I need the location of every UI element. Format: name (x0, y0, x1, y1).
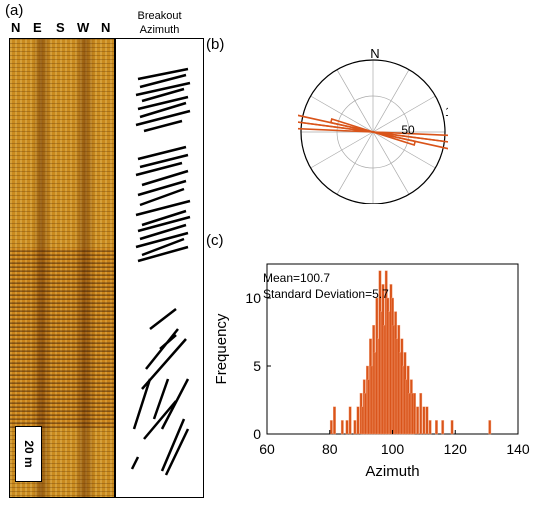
ring-label-100: 100 (445, 105, 448, 119)
scale-bar: 20 m (15, 426, 42, 482)
histogram-bar (422, 406, 426, 435)
panel-c-label: (c) (206, 232, 224, 249)
x-axis-label: Azimuth (365, 463, 419, 480)
histogram-bar (413, 392, 416, 435)
x-tick-label: 120 (444, 441, 468, 457)
breakout-mark (135, 145, 191, 227)
rose-ring (336, 95, 410, 169)
breakout-header-line1: Breakout (137, 10, 182, 22)
y-tick-label: 0 (253, 426, 261, 442)
borehole-image-log (9, 38, 115, 498)
histogram-bar (419, 392, 423, 435)
histogram-bars (329, 270, 492, 435)
x-tick-label: 60 (259, 441, 275, 457)
histogram-bar (488, 420, 492, 435)
breakout-mark (141, 308, 187, 390)
rose-petal (372, 131, 448, 150)
breakout-header-line2: Azimuth (139, 24, 180, 36)
x-tick-label: 140 (506, 441, 530, 457)
compass-n: N (370, 46, 379, 61)
y-tick-label: 10 (245, 290, 261, 306)
histogram-bar (428, 420, 432, 435)
histogram-bar (356, 406, 360, 435)
histogram-bar (435, 420, 438, 435)
ring-label-50: 50 (401, 123, 415, 137)
std-annotation: Standard Deviation=5.7 (263, 287, 389, 301)
histogram-bar (441, 420, 445, 435)
rose-petals (298, 114, 448, 150)
direction-label: W (77, 20, 90, 35)
scale-bar-label: 20 m (21, 440, 36, 468)
y-axis-label: Frequency (213, 313, 230, 384)
rose-outer-circle (300, 59, 446, 204)
histogram-bar (340, 420, 344, 435)
azimuth-histogram: 60 80 100 120 140 0 5 10 Azimuth Frequency Mean=1… (213, 263, 530, 480)
breakout-mark (135, 67, 191, 133)
breakout-mark (135, 215, 191, 263)
panel-a-label: (a) (5, 2, 24, 19)
histogram-bar (353, 420, 357, 435)
histogram-bar (345, 420, 349, 435)
y-tick-label: 5 (253, 358, 261, 374)
rose-diagram: N S W E 50 100 (298, 46, 448, 204)
breakout-mark (130, 418, 190, 476)
rose-petal (298, 114, 374, 133)
direction-label: N (101, 20, 111, 35)
mean-annotation: Mean=100.7 (263, 271, 330, 285)
breakout-mark (132, 378, 190, 440)
histogram-bar (416, 406, 419, 435)
direction-label: N (11, 20, 21, 35)
histogram-bar (333, 406, 336, 435)
borehole-image-noisy-zone (9, 248, 115, 428)
histogram-bar (329, 420, 333, 435)
histogram-bar (450, 420, 454, 435)
histogram-axes: 60 80 100 120 140 0 5 10 Azimuth Frequency (213, 290, 530, 480)
panel-b-label: (b) (206, 36, 225, 53)
rose-petal (372, 131, 417, 147)
x-tick-label: 100 (381, 441, 405, 457)
direction-label: S (56, 20, 65, 35)
histogram-bar (425, 406, 429, 435)
histogram-bar (348, 406, 352, 435)
x-tick-label: 80 (322, 441, 338, 457)
rose-petal (329, 117, 374, 133)
breakout-marks (130, 67, 191, 476)
breakout-azimuth-track (115, 38, 204, 498)
direction-label: E (33, 20, 42, 35)
